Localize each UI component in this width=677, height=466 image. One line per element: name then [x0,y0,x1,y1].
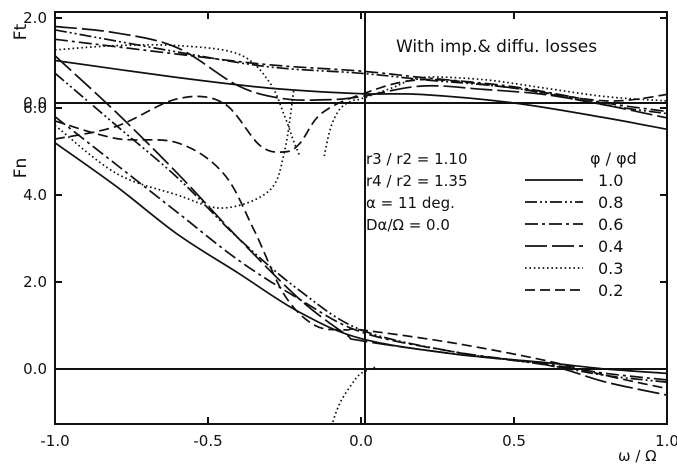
x-tick-label: 0.5 [502,432,526,450]
series-line-0-3 [55,43,301,157]
series-line-0-4 [55,55,667,396]
axis-ticks: -1.0 -0.5 0.0 0.5 1.02.00.06.04.02.00.0 [23,9,677,450]
y-tick-label: 2.0 [23,273,47,291]
series-line-0-3 [331,366,377,424]
y-axis-label-fn: Fn [11,158,31,179]
param-r3-r2: r3 / r2 = 1.10 [366,150,468,168]
x-axis-label: ω / Ω [618,447,657,465]
x-tick-label: -1.0 [40,432,69,450]
fn-title: Fn [11,158,31,179]
parameter-block: r3 / r2 = 1.10 r4 / r2 = 1.35 α = 11 deg… [366,150,468,234]
series-layer [55,25,667,424]
legend-label: 1.0 [598,171,623,190]
y-axis-label-ft: Ft [11,23,31,40]
y-tick-label: 0.0 [23,94,47,112]
y-tick-label: 4.0 [23,186,47,204]
legend-label: 0.3 [598,259,623,278]
series-line-0-8 [55,72,667,383]
legend-title: φ / φd [590,149,637,168]
x-tick-label: -0.5 [193,432,222,450]
param-r4-r2: r4 / r2 = 1.35 [366,172,468,190]
chart-annotation: With imp.& diffu. losses [396,37,597,57]
y-tick-label: 6.0 [23,99,47,117]
ft-title: Ft [11,23,31,40]
x-tick-label: 1.0 [655,432,677,450]
legend-label: 0.8 [598,193,623,212]
y-tick-label: 2.0 [23,9,47,27]
legend-label: 0.2 [598,281,623,300]
param-alpha: α = 11 deg. [366,194,455,212]
y-tick-label: 0.0 [23,360,47,378]
legend-label: 0.4 [598,237,623,256]
series-line-0-2 [55,78,667,154]
legend: φ / φd 1.0 0.8 0.6 0.4 0.3 0.2 [525,149,637,300]
ft-panel-series [55,25,667,157]
series-line-0-4 [55,25,667,119]
x-tick-label: 0.0 [349,432,373,450]
series-line-0-2 [55,120,667,390]
series-line-0-3 [323,76,667,157]
legend-label: 0.6 [598,215,623,234]
series-line-0-6 [55,38,667,113]
fn-panel-series [55,55,667,424]
param-d-alpha: Dα/Ω = 0.0 [366,216,450,234]
series-line-0-6 [55,116,667,381]
